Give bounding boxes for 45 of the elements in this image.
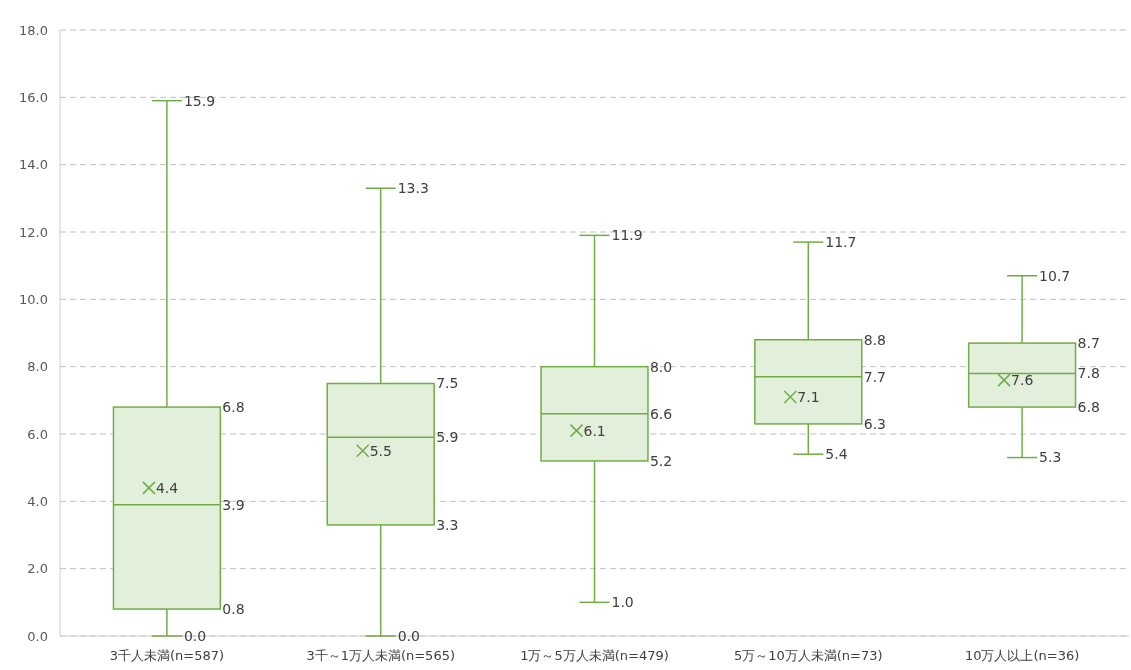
annotation: 8.8 (863, 331, 887, 348)
annotation: 1.0 (611, 594, 634, 611)
y-tick-label: 6.0 (27, 426, 48, 442)
annotation: 10.7 (1039, 267, 1071, 284)
annotation: 7.7 (863, 368, 887, 385)
annotation: 11.9 (611, 227, 643, 244)
x-tick-label: 1万～5万人未満(n=479) (520, 648, 669, 663)
x-tick-label: 3千～1万人未満(n=565) (306, 648, 456, 663)
y-tick-label: 14.0 (19, 157, 48, 173)
annotation: 8.0 (649, 358, 673, 375)
x-tick-label: 3千人未満(n=587) (109, 648, 225, 663)
y-tick-label: 4.0 (27, 493, 48, 509)
annotation: 6.1 (583, 422, 606, 439)
y-tick-label: 16.0 (19, 89, 48, 105)
annotation: 5.4 (825, 446, 848, 463)
annotation: 6.6 (649, 405, 673, 422)
annotation: 15.9 (183, 92, 216, 109)
annotation: 0.0 (183, 627, 207, 644)
annotation: 11.7 (825, 234, 857, 250)
annotation: 5.2 (649, 452, 673, 469)
annotation: 7.8 (1077, 365, 1100, 382)
annotation: 5.9 (436, 429, 459, 446)
y-tick-label: 10.0 (19, 291, 48, 307)
annotation: 6.8 (1077, 398, 1100, 415)
annotation: 0.8 (222, 600, 245, 617)
annotation: 6.3 (863, 415, 887, 432)
annotation: 13.3 (397, 180, 429, 197)
annotation: 7.6 (1011, 372, 1034, 389)
x-tick-label: 10万人以上(n=36) (964, 648, 1080, 663)
annotation: 7.1 (797, 388, 820, 405)
y-tick-label: 2.0 (27, 561, 48, 577)
annotation: 7.5 (436, 375, 459, 392)
annotation: 8.7 (1077, 335, 1100, 351)
annotation: 4.4 (155, 479, 179, 496)
annotation: 5.5 (369, 442, 392, 459)
y-tick-label: 0.0 (27, 628, 48, 644)
x-tick-label: 5万～10万人未満(n=73) (733, 648, 883, 663)
y-tick-label: 8.0 (27, 359, 48, 375)
annotation: 0.0 (397, 627, 420, 644)
y-tick-label: 18.0 (19, 22, 48, 38)
annotation: 6.8 (222, 398, 245, 415)
y-tick-label: 12.0 (19, 224, 48, 240)
annotation: 3.3 (436, 516, 459, 533)
annotation: 3.9 (222, 496, 245, 513)
annotation: 5.3 (1039, 449, 1062, 466)
